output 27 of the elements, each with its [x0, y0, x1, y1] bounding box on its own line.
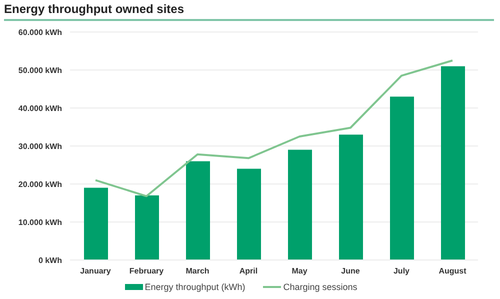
bar [339, 134, 363, 260]
bar [186, 161, 210, 260]
y-tick-label: 20.000 kWh [18, 180, 62, 189]
x-tick-label: April [239, 266, 258, 276]
x-tick-label: July [393, 266, 410, 276]
x-tick-label: June [341, 266, 360, 276]
x-tick-label: August [438, 266, 467, 276]
bar [237, 168, 261, 260]
bar [84, 188, 108, 260]
legend-label: Charging sessions [282, 282, 358, 292]
y-tick-label: 40.000 kWh [18, 104, 62, 113]
legend-label: Energy throughput (kWh) [144, 282, 246, 292]
y-tick-label: 10.000 kWh [18, 218, 62, 227]
y-tick-label: 50.000 kWh [18, 66, 62, 75]
x-tick-label: May [292, 266, 308, 276]
y-tick-label: 0 kWh [38, 256, 62, 265]
x-tick-label: January [80, 266, 112, 276]
x-tick-label: February [129, 266, 164, 276]
bar [441, 66, 465, 260]
bar [390, 96, 414, 260]
line-series [94, 60, 454, 198]
y-tick-label: 60.000 kWh [18, 28, 62, 37]
y-tick-label: 30.000 kWh [18, 142, 62, 151]
bar [135, 195, 159, 260]
chart-title: Energy throughput owned sites [4, 2, 184, 16]
bar [288, 150, 312, 260]
x-tick-label: March [186, 266, 210, 276]
